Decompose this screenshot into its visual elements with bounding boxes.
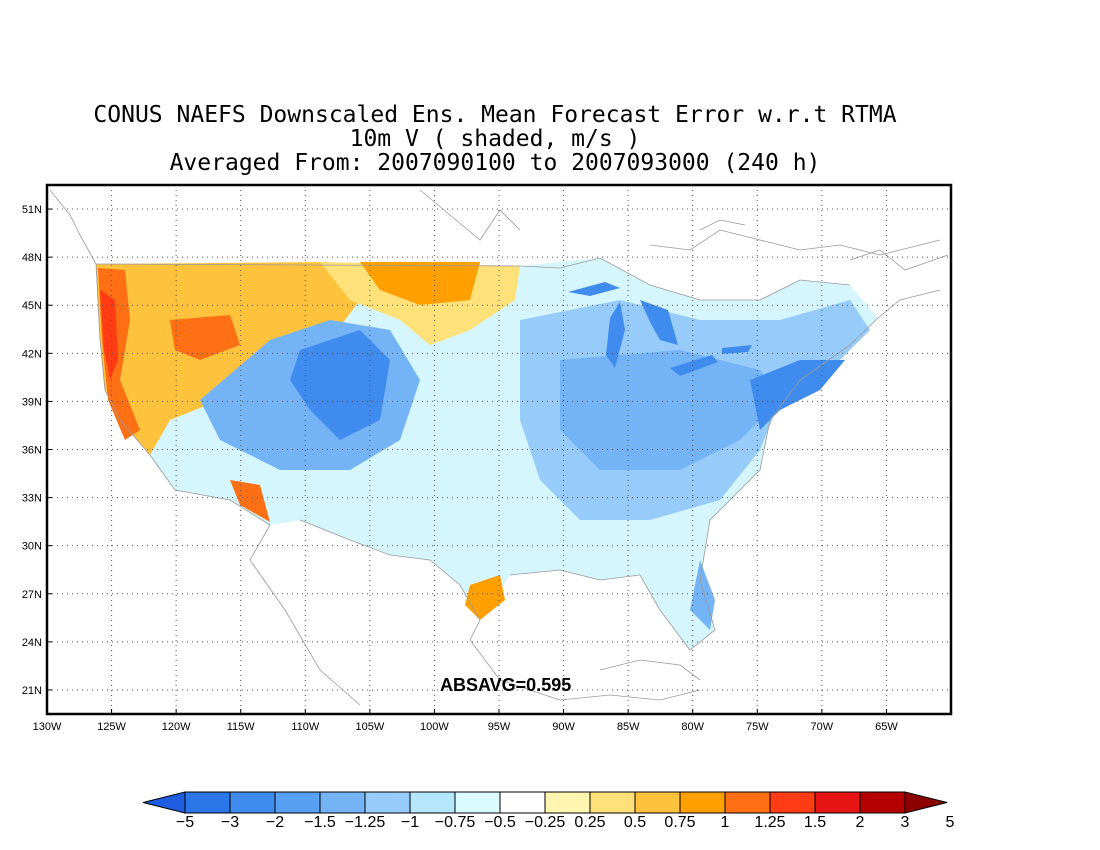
great-lakes <box>568 282 752 376</box>
colorbar-swatch <box>409 791 456 814</box>
chart-title-line-3: Averaged From: 2007090100 to 2007093000 … <box>169 150 821 176</box>
colorbar-swatch <box>589 791 636 814</box>
colorbar-label: 5 <box>945 814 955 831</box>
longitude-tick-labels: 130W 125W 120W 115W 110W 105W 100W 95W 90W 85W 80W… <box>33 709 898 733</box>
colorbar-label: −1.5 <box>304 814 336 831</box>
colorbar-low-extension <box>142 791 186 814</box>
colorbar-label: 1.5 <box>803 814 827 831</box>
lon-tick-label: 95W <box>488 721 511 733</box>
graticule <box>47 185 951 714</box>
shaded-field <box>96 258 878 650</box>
colorbar-label: 0.5 <box>623 814 647 831</box>
colorbar-label: −1 <box>400 814 420 831</box>
lon-tick-label: 120W <box>162 721 191 733</box>
lon-tick-label: 65W <box>875 721 898 733</box>
colorbar-swatch <box>454 791 501 814</box>
colorbar-swatch <box>544 791 591 814</box>
colorbar-swatch <box>229 791 276 814</box>
colorbar-label: 0.25 <box>574 814 606 831</box>
lat-tick-label: 51N <box>22 204 42 216</box>
colorbar-label: −0.5 <box>484 814 516 831</box>
colorbar-high-extension <box>904 791 948 814</box>
absavg-annotation: ABSAVG=0.595 <box>440 675 572 695</box>
colorbar-label: 1 <box>720 814 730 831</box>
colorbar-swatch <box>769 791 816 814</box>
colorbar-swatch <box>724 791 771 814</box>
chart-title-line-1: CONUS NAEFS Downscaled Ens. Mean Forecas… <box>93 102 897 128</box>
colorbar-label: −3 <box>220 814 240 831</box>
lon-tick-label: 100W <box>420 721 449 733</box>
lon-tick-label: 125W <box>97 721 126 733</box>
latitude-tick-labels: 51N 48N 45N 42N 39N 36N 33N 30N 27N 24N 21N <box>22 204 52 697</box>
lon-tick-label: 75W <box>746 721 769 733</box>
colorbar-label: −0.25 <box>524 814 566 831</box>
lat-tick-label: 48N <box>22 252 42 264</box>
colorbar-label: 2 <box>855 814 865 831</box>
colorbar-swatch <box>274 791 321 814</box>
colorbar-label: 1.25 <box>754 814 786 831</box>
lon-tick-label: 70W <box>811 721 834 733</box>
colorbar-swatch <box>364 791 411 814</box>
colorbar-swatch <box>499 791 546 814</box>
lon-tick-label: 110W <box>291 721 320 733</box>
lon-tick-label: 85W <box>617 721 640 733</box>
colorbar-label: −0.75 <box>434 814 476 831</box>
colorbar-label: −1.25 <box>344 814 386 831</box>
lon-tick-label: 80W <box>681 721 704 733</box>
colorbar-swatch <box>319 791 366 814</box>
colorbar-label: −5 <box>175 814 195 831</box>
colorbar-swatch <box>184 791 231 814</box>
colorbar-label: 3 <box>900 814 910 831</box>
lat-tick-label: 27N <box>22 589 42 601</box>
colorbar-label: −2 <box>265 814 285 831</box>
lat-tick-label: 24N <box>22 637 42 649</box>
west-warm-region <box>96 262 360 455</box>
lat-tick-label: 36N <box>22 445 42 457</box>
coastlines <box>49 189 949 706</box>
lon-tick-label: 105W <box>355 721 384 733</box>
lat-tick-label: 45N <box>22 300 42 312</box>
colorbar-swatch <box>859 791 906 814</box>
lat-tick-label: 39N <box>22 396 42 408</box>
lat-tick-label: 30N <box>22 541 42 553</box>
lon-tick-label: 115W <box>227 721 256 733</box>
lat-tick-label: 33N <box>22 493 42 505</box>
colorbar-label: 0.75 <box>664 814 696 831</box>
lon-tick-label: 90W <box>552 721 575 733</box>
lon-tick-label: 130W <box>33 721 62 733</box>
lat-tick-label: 21N <box>22 685 42 697</box>
colorbar-swatch <box>814 791 861 814</box>
lat-tick-label: 42N <box>22 348 42 360</box>
colorbar-swatch <box>634 791 681 814</box>
colorbar-swatch <box>679 791 726 814</box>
chart-title-line-2: 10m V ( shaded, m/s ) <box>349 126 641 152</box>
colorbar <box>142 791 948 814</box>
